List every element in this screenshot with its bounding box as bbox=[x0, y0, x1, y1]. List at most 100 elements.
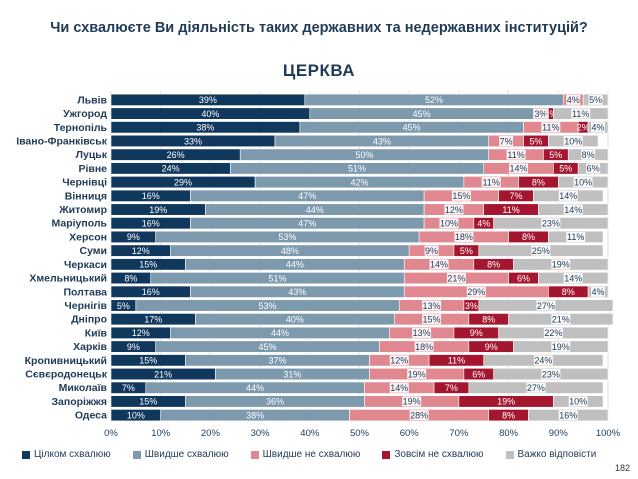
data-label-bg bbox=[451, 190, 471, 201]
data-label: 11% bbox=[507, 150, 524, 160]
legend-item: Важко відповісти bbox=[505, 449, 596, 460]
category-label: Херсон bbox=[69, 231, 107, 243]
category-label: Черкаси bbox=[64, 259, 107, 271]
data-label: 4% bbox=[477, 219, 490, 229]
data-label-bg bbox=[571, 108, 591, 119]
data-label: 14% bbox=[430, 260, 448, 270]
category-label: Ужгород bbox=[63, 108, 107, 120]
x-tick-label: 30% bbox=[251, 428, 271, 439]
data-label: 37% bbox=[268, 356, 286, 366]
data-label: 14% bbox=[559, 191, 577, 201]
data-label: 29% bbox=[467, 287, 485, 297]
data-label-bg bbox=[526, 382, 546, 393]
data-label: 5% bbox=[117, 301, 130, 311]
data-label: 29% bbox=[174, 177, 192, 187]
data-label: 3% bbox=[465, 301, 478, 311]
data-label: 8% bbox=[562, 287, 575, 297]
data-label-bg bbox=[581, 149, 596, 160]
page-number: 182 bbox=[614, 463, 630, 473]
data-label: 14% bbox=[564, 205, 582, 215]
data-label-bg bbox=[531, 245, 551, 256]
data-label: 23% bbox=[542, 369, 560, 379]
data-label: 8% bbox=[502, 410, 515, 420]
data-label: 6% bbox=[472, 369, 485, 379]
data-label: 12% bbox=[132, 246, 150, 256]
legend-item: Швидше схвалюю bbox=[132, 449, 229, 460]
data-label: 31% bbox=[283, 369, 301, 379]
data-label: 11% bbox=[542, 123, 559, 133]
data-label: 51% bbox=[348, 164, 366, 174]
legend-swatch bbox=[505, 450, 514, 459]
data-label-bg bbox=[454, 231, 474, 242]
category-label: Одеса bbox=[75, 410, 107, 422]
legend-label: Швидше не схвалюю bbox=[262, 449, 361, 460]
stacked-bar-chart: 0% 10% 20% 30% 40% 50% 60% 70% 80% 90% 100% Львів 39… bbox=[16, 91, 621, 439]
data-label: 44% bbox=[306, 205, 324, 215]
data-label: 6% bbox=[587, 164, 600, 174]
data-label-bg bbox=[439, 218, 459, 229]
data-label: 19% bbox=[552, 342, 570, 352]
data-label: 14% bbox=[510, 164, 528, 174]
data-label: 10% bbox=[440, 219, 458, 229]
x-tick-label: 10% bbox=[151, 428, 171, 439]
data-label: 14% bbox=[390, 383, 408, 393]
category-label: Миколаїв bbox=[59, 382, 108, 394]
x-tick-label: 50% bbox=[350, 428, 370, 439]
category-label: Київ bbox=[85, 327, 108, 339]
x-tick-label: 70% bbox=[449, 428, 469, 439]
data-label-bg bbox=[446, 273, 466, 284]
data-label: 22% bbox=[544, 328, 562, 338]
legend-swatch bbox=[382, 450, 391, 459]
legend-item: Швидше не схвалюю bbox=[250, 449, 361, 460]
data-label: 7% bbox=[500, 136, 513, 146]
data-label: 21% bbox=[154, 369, 172, 379]
data-label: 21% bbox=[447, 273, 465, 283]
data-label-bg bbox=[558, 410, 578, 421]
data-label: 27% bbox=[527, 383, 545, 393]
category-label: Суми bbox=[79, 245, 107, 257]
data-label: 47% bbox=[298, 219, 316, 229]
data-label: 8% bbox=[487, 260, 500, 270]
category-label: Тернопіль bbox=[54, 122, 108, 134]
category-label: Харків bbox=[73, 341, 107, 353]
data-label-bg bbox=[563, 204, 583, 215]
data-label-bg bbox=[551, 341, 571, 352]
category-label: Івано-Франківськ bbox=[16, 135, 108, 147]
data-label: 53% bbox=[278, 232, 296, 242]
data-label: 3% bbox=[534, 109, 547, 119]
data-label: 9% bbox=[470, 328, 483, 338]
data-label: 21% bbox=[552, 314, 570, 324]
category-label: Хмельницький bbox=[29, 273, 107, 285]
legend-label: Швидше схвалюю bbox=[144, 449, 229, 460]
data-label: 10% bbox=[127, 410, 145, 420]
data-label: 15% bbox=[423, 314, 441, 324]
category-label: Рівне bbox=[78, 163, 107, 175]
data-label: 7% bbox=[510, 191, 523, 201]
data-label-bg bbox=[389, 355, 409, 366]
data-label: 26% bbox=[167, 150, 185, 160]
data-label-bg bbox=[466, 286, 486, 297]
data-label: 7% bbox=[445, 383, 458, 393]
data-label: 19% bbox=[497, 397, 515, 407]
data-label: 16% bbox=[142, 191, 160, 201]
data-label: 51% bbox=[268, 273, 286, 283]
data-label: 12% bbox=[390, 356, 408, 366]
data-label-bg bbox=[566, 231, 586, 242]
data-label: 23% bbox=[542, 219, 560, 229]
data-label: 7% bbox=[122, 383, 135, 393]
category-label: Кропивницький bbox=[25, 355, 107, 367]
data-label-bg bbox=[444, 204, 464, 215]
data-label-bg bbox=[568, 396, 588, 407]
data-label-bg bbox=[422, 300, 442, 311]
data-label: 45% bbox=[259, 342, 277, 352]
data-label: 50% bbox=[355, 150, 373, 160]
data-label-bg bbox=[536, 300, 556, 311]
data-label: 11% bbox=[483, 177, 500, 187]
data-label-bg bbox=[541, 369, 561, 380]
data-label-bg bbox=[558, 190, 578, 201]
data-label-bg bbox=[509, 163, 529, 174]
data-label: 36% bbox=[266, 397, 284, 407]
data-label: 43% bbox=[288, 287, 306, 297]
data-label: 43% bbox=[373, 136, 391, 146]
data-label: 5% bbox=[529, 136, 542, 146]
